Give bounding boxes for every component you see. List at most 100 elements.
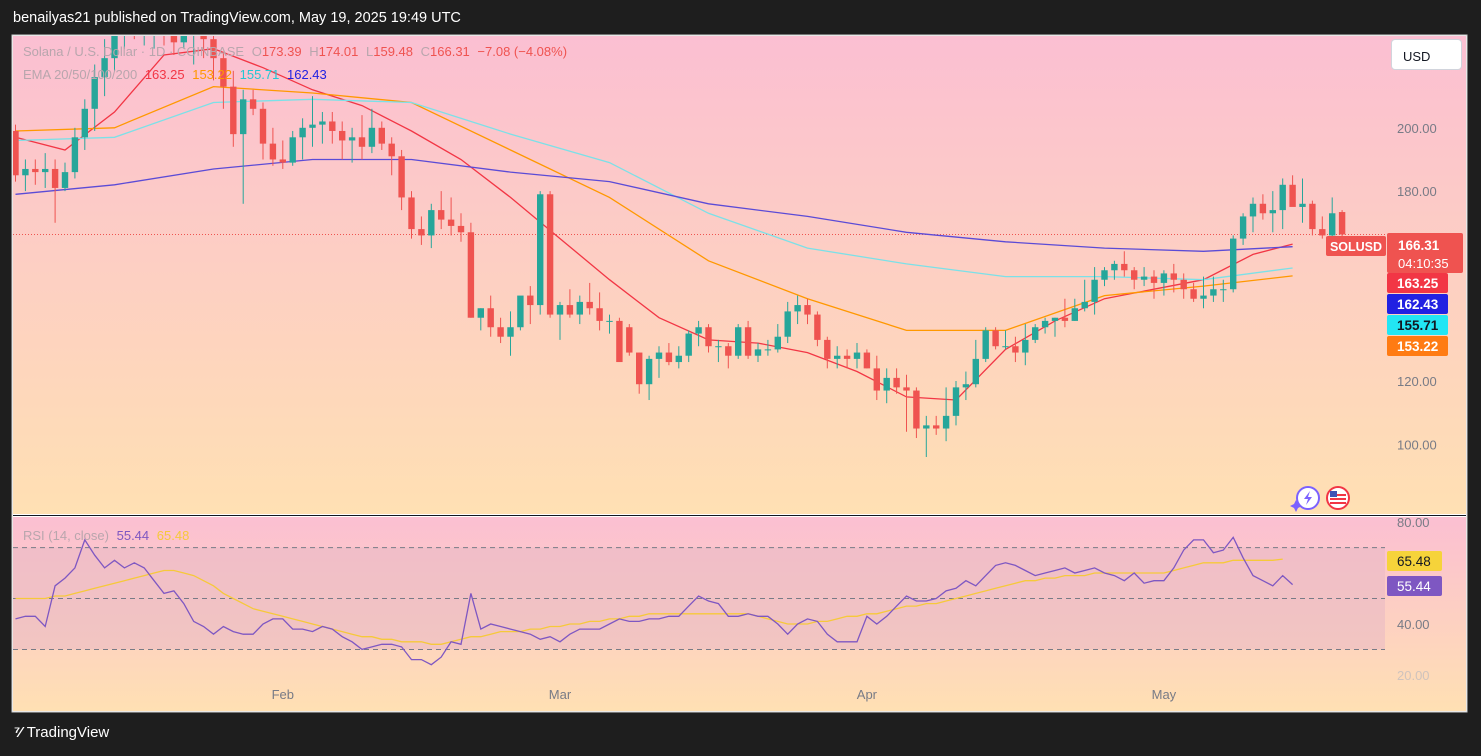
rsi-series (15, 536, 1294, 666)
candle-body (1002, 346, 1009, 348)
candle-body (428, 210, 435, 236)
candle-body (329, 121, 336, 131)
candle-body (220, 58, 227, 87)
candle-body (863, 352, 871, 369)
candle-body (111, 36, 118, 59)
candle-body (616, 320, 623, 363)
candle-body (1071, 308, 1078, 321)
rsi-ma-value: 65.48 (156, 528, 190, 543)
candle-body (824, 339, 831, 359)
time-axis-label: May (1152, 687, 1177, 702)
rsi-badge (1387, 576, 1442, 596)
candle-body (556, 305, 564, 315)
candle-body (982, 330, 989, 359)
us-flag-stripe (1330, 498, 1346, 500)
candle-body (784, 311, 791, 337)
candle-body (32, 168, 39, 173)
candle-body (537, 194, 544, 306)
candle-body (853, 352, 861, 359)
publisher-bar: benailyas21 published on TradingView.com… (0, 0, 1481, 36)
legend-symbol: Solana / U.S. Dollar · 1D · COINBASE (23, 44, 245, 59)
candle-body (13, 130, 19, 176)
tradingview-logo[interactable]: ⁷⁄ TradingView (14, 724, 109, 741)
candle-body (507, 327, 514, 337)
rsi-axis-tick-faded: 20.00 (1397, 668, 1430, 683)
rsi-badge-value: 55.44 (1397, 579, 1431, 594)
candle-body (1329, 213, 1336, 236)
grid-lines (13, 233, 1385, 650)
legend-low: 159.48 (373, 44, 413, 59)
candle-body (101, 58, 108, 78)
candle-body (259, 108, 267, 144)
ema-legend: EMA 20/50/100/200 163.25 153.22 155.71 1… (23, 67, 331, 82)
tradingview-logo-icon: ⁷⁄ (14, 724, 22, 741)
legend-low-label: L (366, 44, 374, 59)
us-flag-stripe (1330, 502, 1346, 504)
candle-body (447, 219, 455, 226)
candle-body (309, 124, 316, 128)
candle-body (457, 225, 465, 233)
legend-change: −7.08 (−4.08%) (477, 44, 568, 59)
candle-body (596, 308, 603, 321)
candle-body (626, 327, 633, 353)
candle-body (398, 156, 405, 198)
candle-body (1299, 203, 1306, 207)
last-price-value: 166.31 (1398, 238, 1440, 253)
candle-body (1131, 270, 1138, 280)
candle-body (933, 425, 940, 429)
candle-body (230, 86, 237, 135)
candle-body (843, 355, 851, 359)
candle-body (388, 143, 395, 157)
currency-button[interactable]: USD (1391, 39, 1462, 70)
candle-body (368, 127, 376, 147)
candlestick-series (13, 27, 1346, 458)
candle-body (42, 168, 49, 173)
candle-body (1309, 203, 1316, 230)
rsi-ma-badge (1387, 551, 1442, 571)
candle-body (685, 333, 692, 356)
rsi-ma-line (15, 558, 1283, 645)
candle-body (1220, 289, 1227, 291)
candle-body (299, 127, 306, 138)
candle-body (1180, 279, 1187, 290)
footer-brand: TradingView (26, 724, 110, 741)
candle-body (121, 27, 127, 33)
quick-actions[interactable] (1290, 486, 1350, 512)
candle-body (893, 377, 900, 388)
candle-body (1190, 289, 1197, 299)
price-axis-tick: 180.00 (1397, 184, 1437, 199)
sparkle-icon (1290, 500, 1302, 512)
candle-body (1230, 238, 1237, 290)
candle-body (1101, 270, 1108, 280)
candle-body (1150, 276, 1158, 283)
candle-body (586, 301, 593, 309)
candle-body (1269, 210, 1276, 214)
candle-body (61, 172, 69, 188)
candle-body (655, 352, 663, 359)
ema-line-1 (15, 48, 1293, 401)
candle-body (438, 210, 445, 220)
candle-body (1012, 346, 1019, 353)
ema50-value: 153.22 (192, 67, 232, 82)
us-flag-canton (1330, 491, 1337, 497)
price-axis-tick: 120.00 (1397, 374, 1437, 389)
candle-body (1022, 339, 1029, 353)
ema-price-badge (1387, 273, 1448, 293)
candle-body (517, 295, 524, 328)
candle-body (665, 352, 673, 363)
lightning-icon-glyph (1304, 491, 1312, 505)
ema-price-value: 153.22 (1397, 339, 1438, 354)
candle-body (1279, 184, 1286, 211)
candle-body (240, 99, 247, 135)
rsi-legend: RSI (14, close) 55.44 65.48 (23, 528, 193, 543)
candle-body (467, 232, 475, 318)
price-axis-tick: 200.00 (1397, 121, 1437, 136)
candle-body (269, 143, 277, 160)
candle-body (1140, 276, 1148, 280)
candle-body (71, 137, 79, 173)
candle-body (289, 137, 296, 163)
candle-body (675, 355, 682, 363)
symbol-tag (1326, 236, 1386, 256)
ema-line-3 (15, 98, 1293, 281)
